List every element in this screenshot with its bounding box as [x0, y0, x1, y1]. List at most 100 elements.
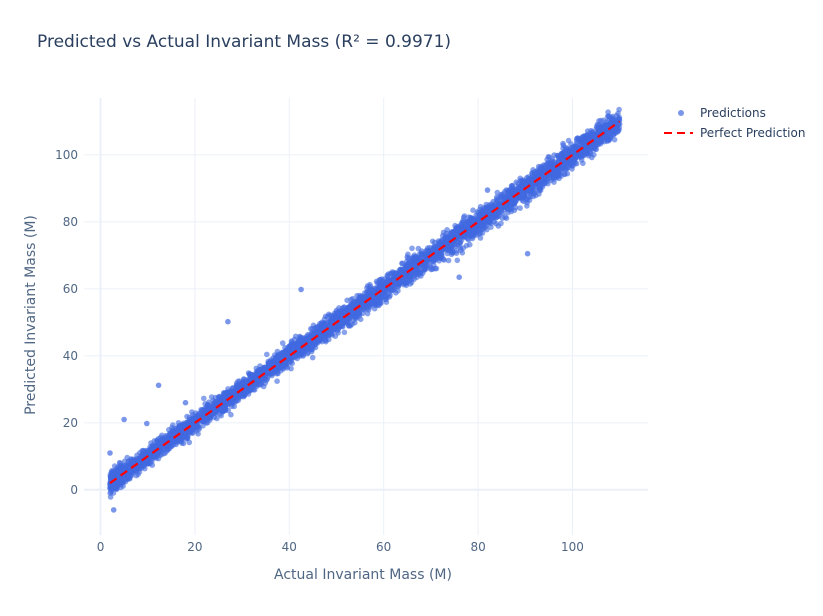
data-point: [119, 467, 125, 474]
data-point: [273, 366, 279, 373]
data-point: [527, 194, 533, 200]
data-point: [285, 345, 292, 352]
data-point: [550, 166, 556, 173]
data-point: [467, 241, 473, 248]
data-point: [286, 360, 293, 366]
x-tick-label: 60: [376, 540, 391, 554]
y-tick-label: 20: [63, 416, 78, 430]
legend: Predictions Perfect Prediction: [664, 106, 805, 140]
data-point: [328, 317, 334, 324]
data-point: [498, 220, 504, 227]
data-point: [246, 371, 253, 378]
data-point: [578, 150, 584, 156]
data-point: [412, 267, 419, 273]
data-point: [470, 207, 476, 213]
data-point: [116, 459, 123, 466]
data-point: [574, 138, 580, 144]
x-tick-label: 100: [561, 540, 584, 554]
data-point: [200, 423, 206, 429]
data-point: [126, 475, 133, 481]
data-point: [567, 161, 573, 167]
data-point: [107, 471, 114, 478]
data-point: [409, 245, 415, 252]
data-point: [220, 396, 227, 402]
data-point: [605, 136, 612, 143]
data-point: [544, 156, 550, 163]
data-point: [376, 299, 383, 305]
data-point: [110, 490, 117, 496]
data-point: [204, 401, 211, 408]
data-point: [160, 438, 167, 445]
data-point: [228, 411, 234, 418]
data-point: [391, 286, 398, 293]
data-point: [110, 484, 117, 491]
data-point: [482, 223, 489, 230]
data-point: [597, 141, 604, 147]
data-point: [563, 144, 569, 151]
data-point: [412, 254, 419, 261]
data-point: [506, 188, 513, 195]
x-tick-labels: 0 20 40 60 80 100: [97, 540, 584, 554]
data-point: [181, 432, 188, 438]
data-points: [107, 106, 623, 513]
data-point: [459, 221, 466, 228]
data-point: [499, 210, 506, 217]
data-point: [126, 458, 132, 464]
data-point: [459, 250, 466, 256]
data-point: [562, 164, 568, 171]
data-point: [252, 372, 258, 379]
legend-label-predictions: Predictions: [700, 106, 766, 120]
data-point: [499, 215, 506, 221]
data-point: [334, 313, 340, 319]
data-point: [384, 279, 391, 285]
data-point: [201, 395, 207, 402]
legend-item-predictions[interactable]: Predictions: [678, 106, 766, 120]
legend-item-perfect-prediction[interactable]: Perfect Prediction: [664, 126, 805, 140]
data-point: [404, 258, 410, 265]
data-point: [298, 334, 305, 341]
data-point: [429, 238, 436, 245]
data-point: [305, 338, 312, 345]
data-point: [482, 219, 488, 226]
data-point: [494, 196, 500, 202]
data-point: [264, 369, 271, 376]
data-point: [611, 128, 617, 134]
data-point: [263, 377, 270, 384]
data-point: [439, 237, 445, 244]
data-point: [282, 349, 289, 356]
data-point: [401, 280, 408, 286]
data-point: [561, 150, 567, 156]
data-point: [507, 193, 513, 199]
data-point: [428, 266, 434, 273]
data-point: [477, 235, 484, 241]
data-point: [470, 234, 476, 240]
data-point: [204, 419, 211, 426]
data-point: [539, 183, 546, 190]
data-point: [316, 337, 323, 344]
data-point: [200, 407, 206, 413]
data-point: [301, 347, 308, 354]
data-point: [407, 281, 414, 287]
data-point: [616, 106, 622, 113]
data-point: [614, 112, 620, 119]
data-point: [440, 229, 447, 236]
legend-label-perfect-prediction: Perfect Prediction: [700, 126, 805, 140]
data-point: [449, 247, 456, 254]
data-point: [493, 200, 499, 207]
data-point: [498, 191, 504, 198]
data-point: [611, 136, 618, 143]
data-point: [531, 181, 537, 187]
data-point: [258, 377, 264, 384]
data-point: [598, 117, 604, 124]
data-point: [565, 137, 572, 144]
data-point-outlier: [144, 420, 150, 427]
data-point-outlier: [121, 416, 127, 423]
data-point: [328, 324, 334, 331]
legend-marker-predictions: [678, 110, 684, 116]
data-point: [352, 319, 358, 326]
data-point: [344, 297, 350, 304]
data-point: [340, 319, 347, 326]
data-point: [111, 463, 118, 469]
data-point-outlier: [484, 187, 491, 193]
